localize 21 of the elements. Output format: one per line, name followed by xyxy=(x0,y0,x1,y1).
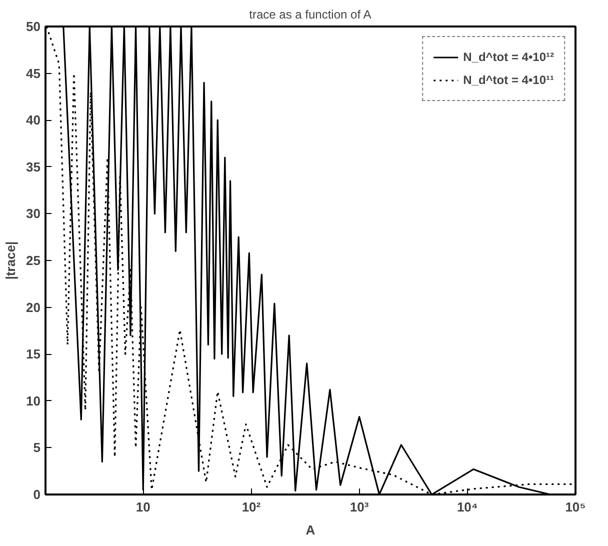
y-tick-label: 50 xyxy=(26,19,41,34)
legend-label: N_d^tot = 4•10¹¹ xyxy=(463,73,554,87)
y-tick-label: 20 xyxy=(26,300,41,315)
y-tick-label: 45 xyxy=(26,66,41,81)
x-tick-label: 10⁵ xyxy=(565,500,586,514)
y-axis-title: |trace| xyxy=(3,241,18,280)
y-tick-label: 35 xyxy=(26,159,41,174)
legend-label: N_d^tot = 4•10¹² xyxy=(463,50,554,64)
x-tick-label: 10 xyxy=(136,500,150,514)
chart-title: trace as a function of A xyxy=(249,8,372,22)
x-tick-label: 10² xyxy=(242,500,262,514)
y-tick-label: 15 xyxy=(26,346,41,362)
y-tick-label: 10 xyxy=(26,393,41,408)
x-axis-title: A xyxy=(306,522,316,538)
y-tick-label: 30 xyxy=(26,206,41,222)
y-tick-label: 0 xyxy=(33,487,41,502)
y-tick-label: 25 xyxy=(26,253,41,268)
x-tick-label: 10⁴ xyxy=(456,500,478,514)
y-tick-label: 5 xyxy=(33,440,41,456)
y-tick-label: 40 xyxy=(26,112,41,128)
x-tick-label: 10³ xyxy=(350,500,370,514)
